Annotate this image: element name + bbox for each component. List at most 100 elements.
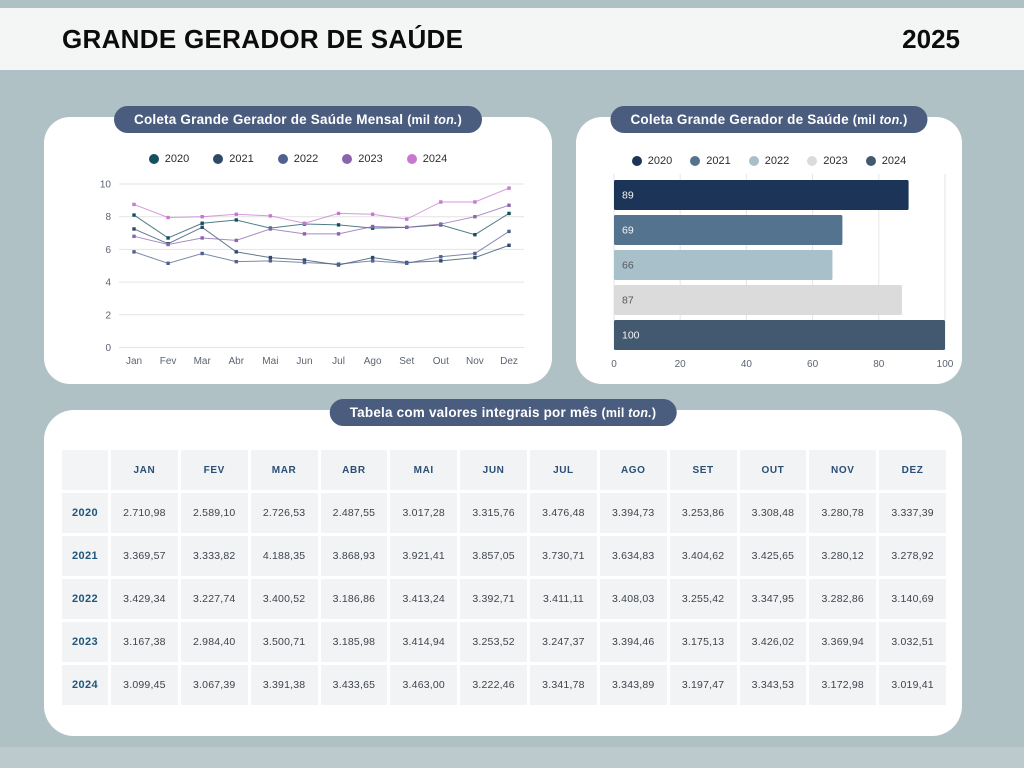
monthly-values-table: JAN FEV MAR ABR MAI JUN JUL AGO SET OUT NOV DEZ 2020… <box>62 450 946 705</box>
table-value-cell: 3.227,74 <box>180 579 248 619</box>
legend-item: 2020 <box>148 153 190 165</box>
table-value-cell: 3.253,52 <box>460 622 527 662</box>
table-value-cell: 3.369,57 <box>111 536 178 576</box>
svg-text:69: 69 <box>622 225 634 237</box>
svg-text:Jan: Jan <box>126 356 142 367</box>
legend-item: 2022 <box>277 153 318 165</box>
line-chart-unit: (mil ton.) <box>407 113 462 127</box>
table-value-cell: 3.868,93 <box>320 536 388 576</box>
table-value-cell: 3.032,51 <box>879 622 946 662</box>
table-year-cell: 2020 <box>62 493 108 533</box>
table-value-cell: 3.343,89 <box>599 665 667 705</box>
table-value-cell: 3.308,48 <box>739 493 807 533</box>
table-value-cell: 3.391,38 <box>250 665 318 705</box>
legend-label: 2024 <box>881 155 907 167</box>
legend-label: 2023 <box>823 155 848 167</box>
legend-item: 2020 <box>631 155 672 167</box>
svg-text:87: 87 <box>622 295 634 307</box>
svg-text:Nov: Nov <box>466 356 484 367</box>
table-value-cell: 3.255,42 <box>669 579 737 619</box>
table-header-cell: MAI <box>390 450 458 490</box>
legend-dot-icon <box>690 156 701 166</box>
legend-item: 2021 <box>213 153 254 165</box>
table-value-cell: 3.333,82 <box>180 536 248 576</box>
legend-dot-icon <box>213 154 224 164</box>
table-header-cell: DEZ <box>879 450 946 490</box>
table-value-cell: 3.253,86 <box>669 493 737 533</box>
legend-item: 2024 <box>865 155 907 167</box>
svg-text:100: 100 <box>937 359 954 370</box>
svg-text:Jul: Jul <box>332 356 345 367</box>
table-year-cell: 2023 <box>62 622 108 662</box>
table-header-cell: NOV <box>809 450 877 490</box>
table-value-cell: 3.411,11 <box>530 579 597 619</box>
legend-item: 2023 <box>807 155 848 167</box>
svg-text:2: 2 <box>105 310 111 321</box>
legend-item: 2023 <box>342 153 383 165</box>
table-header-cell: ABR <box>320 450 388 490</box>
table-corner-cell <box>62 450 108 490</box>
table-value-cell: 3.392,71 <box>460 579 527 619</box>
table-value-cell: 3.394,46 <box>599 622 667 662</box>
table-value-cell: 3.175,13 <box>669 622 737 662</box>
legend-label: 2020 <box>164 153 190 165</box>
legend-dot-icon <box>631 156 642 166</box>
svg-text:8: 8 <box>105 212 111 223</box>
table-value-cell: 3.099,45 <box>111 665 178 705</box>
table-title-text: Tabela com valores integrais por mês <box>349 405 602 420</box>
table-value-cell: 3.172,98 <box>809 665 877 705</box>
table-value-cell: 3.222,46 <box>460 665 527 705</box>
svg-text:Dez: Dez <box>500 356 518 367</box>
table-value-cell: 3.167,38 <box>111 622 178 662</box>
svg-text:Fev: Fev <box>160 356 177 367</box>
table-unit: (mil ton.) <box>601 406 657 420</box>
table-value-cell: 3.280,12 <box>809 536 877 576</box>
svg-text:66: 66 <box>622 260 634 272</box>
table-card: Tabela com valores integrais por mês (mi… <box>44 399 962 736</box>
legend-dot-icon <box>342 154 353 164</box>
table-header-cell: AGO <box>599 450 667 490</box>
svg-text:4: 4 <box>105 278 111 289</box>
legend-label: 2024 <box>422 153 448 165</box>
svg-text:0: 0 <box>611 359 617 370</box>
table-value-cell: 3.186,86 <box>320 579 388 619</box>
table-value-cell: 3.429,34 <box>111 579 178 619</box>
bar-chart: 0 20 40 60 80 100 89 69 66 87 100 <box>611 174 954 370</box>
table-value-cell: 3.343,53 <box>739 665 807 705</box>
table-value-cell: 3.067,39 <box>180 665 248 705</box>
bar-chart-unit: (mil ton.) <box>852 113 908 127</box>
legend-dot-icon <box>277 154 288 164</box>
svg-text:89: 89 <box>622 190 634 202</box>
table-value-cell: 3.476,48 <box>530 493 597 533</box>
table-value-cell: 3.730,71 <box>530 536 597 576</box>
line-chart-legend: 2020 2021 2022 2023 2024 <box>44 153 552 165</box>
line-chart-title-text: Coleta Grande Gerador de Saúde Mensal <box>134 112 408 127</box>
svg-text:60: 60 <box>807 359 819 370</box>
svg-text:Mar: Mar <box>194 356 212 367</box>
table-value-cell: 3.315,76 <box>460 493 527 533</box>
table-value-cell: 3.463,00 <box>390 665 458 705</box>
svg-text:6: 6 <box>105 245 111 256</box>
svg-text:0: 0 <box>105 343 111 354</box>
table-value-cell: 3.433,65 <box>320 665 388 705</box>
table-header-cell: JAN <box>111 450 178 490</box>
svg-text:Mai: Mai <box>262 356 278 367</box>
table-value-cell: 3.247,37 <box>530 622 597 662</box>
table-value-cell: 3.369,94 <box>809 622 877 662</box>
app-header: GRANDE GERADOR DE SAÚDE 2025 <box>0 8 1024 70</box>
line-chart: 0 2 4 6 8 10 Jan Fev Mar Abr Mai Jun Jul Ago Set Out Nov… <box>100 180 524 367</box>
table-header-cell: MAR <box>250 450 318 490</box>
table-value-cell: 3.197,47 <box>669 665 737 705</box>
table-value-cell: 3.341,78 <box>530 665 597 705</box>
table-value-cell: 3.017,28 <box>390 493 458 533</box>
svg-text:Abr: Abr <box>228 356 244 367</box>
table-value-cell: 3.921,41 <box>390 536 458 576</box>
bar-chart-title: Coleta Grande Gerador de Saúde (mil ton.… <box>610 106 928 133</box>
page-title: GRANDE GERADOR DE SAÚDE <box>62 23 464 54</box>
table-year-cell: 2024 <box>62 665 108 705</box>
line-chart-card: Coleta Grande Gerador de Saúde Mensal (m… <box>44 106 552 384</box>
bar-chart-card: Coleta Grande Gerador de Saúde (mil ton.… <box>576 106 962 384</box>
table-header-cell: JUN <box>460 450 527 490</box>
legend-label: 2023 <box>358 153 383 165</box>
table-value-cell: 3.500,71 <box>250 622 318 662</box>
